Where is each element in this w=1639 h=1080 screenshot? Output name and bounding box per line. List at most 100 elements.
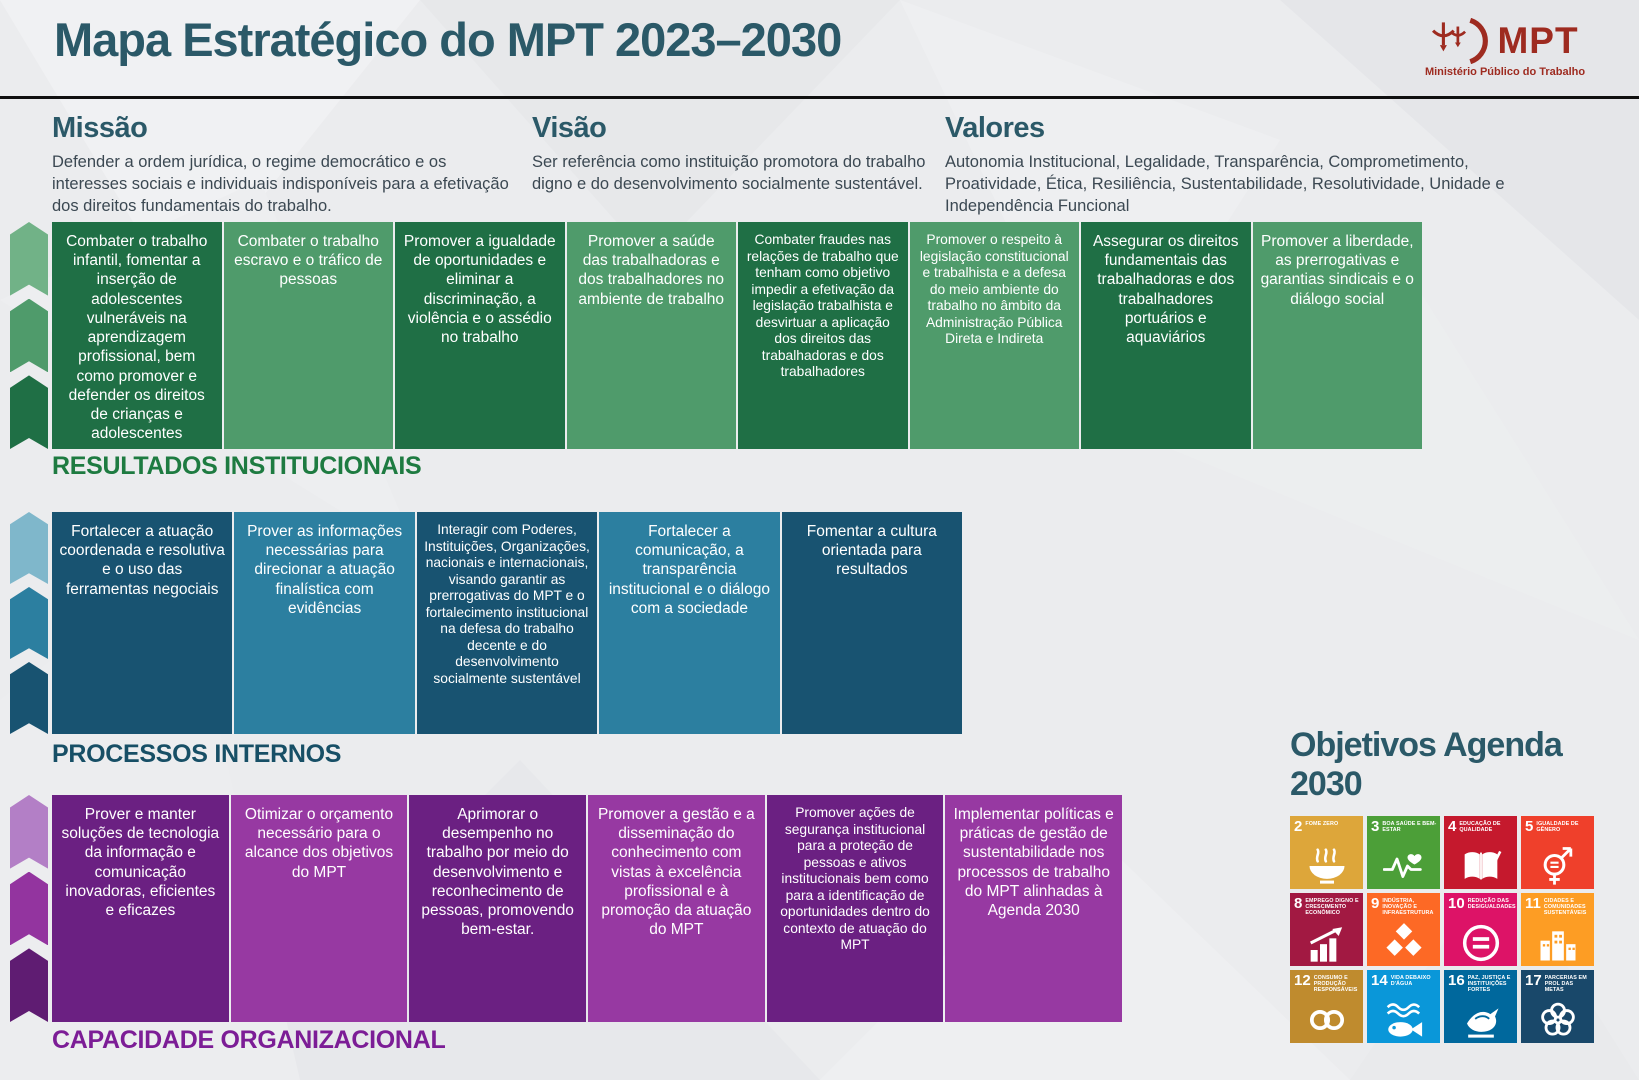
chevron-up-icon [10,587,48,659]
agenda-2030-title: Objetivos Agenda 2030 [1290,726,1563,803]
chevron-column [10,222,48,450]
objective-text: Otimizar o orçamento necessário para o a… [244,806,394,881]
wheel-icon [1521,999,1594,1041]
objective-text: Promover a gestão e a disseminação do co… [597,806,755,939]
bowl-icon [1290,845,1363,887]
sdg-label: CONSUMO E PRODUÇÃO RESPONSÁVEIS [1313,974,1358,993]
objective-box: Interagir com Poderes, Instituições, Org… [416,512,598,734]
sdg-label: FOME ZERO [1305,820,1339,827]
objective-text: Implementar políticas e práticas de gest… [953,806,1114,920]
sdg-tile: 4 EDUCAÇÃO DE QUALIDADE [1444,816,1517,889]
vision-heading: Visão [532,112,607,144]
vision-text: Ser referência como instituição promotor… [532,153,926,193]
sdg-tile: 11 CIDADES E COMUNIDADES SUSTENTÁVEIS [1521,893,1594,966]
objective-text: Promover a liberdade, as prerrogativas e… [1260,233,1414,308]
band-organizational-capacity: Prover e manter soluções de tecnologia d… [10,795,1123,1023]
fish-icon [1367,999,1440,1041]
chevron-up-icon [10,948,48,1023]
objective-text: Fortalecer a atuação coordenada e resolu… [59,523,225,598]
sdg-number: 2 [1294,818,1303,835]
mission-text: Defender a ordem jurídica, o regime demo… [52,153,509,215]
sdg-number: 12 [1294,972,1311,989]
objective-text: Prover as informações necessárias para d… [247,523,403,617]
sdg-tile: 10 REDUÇÃO DAS DESIGUALDADES [1444,893,1517,966]
sdg-number: 5 [1525,818,1534,835]
chevron-up-icon [10,298,48,373]
objective-text: Fomentar a cultura orientada para result… [806,523,937,579]
objective-box: Promover ações de segurança instituciona… [766,795,944,1022]
chevron-up-icon [10,662,48,734]
header-divider [0,96,1639,99]
city-icon [1521,922,1594,964]
values-text: Autonomia Institucional, Legalidade, Tra… [945,153,1505,215]
growth-chart-icon [1290,922,1363,964]
infinity-icon [1290,999,1363,1041]
sdg-label: EMPREGO DIGNO E CRESCIMENTO ECONÔMICO [1305,897,1359,916]
sdg-number: 10 [1448,895,1465,912]
objective-box: Promover a igualdade de oportunidades e … [395,222,565,449]
sdg-number: 14 [1371,972,1388,989]
gender-icon [1521,845,1594,887]
chevron-up-icon [10,871,48,946]
objective-text: Promover a saúde das trabalhadoras e dos… [578,233,725,308]
sdg-label: PARCERIAS EM PROL DAS METAS [1544,974,1587,993]
mission-heading: Missão [52,112,148,144]
objective-boxes: Combater o trabalho infantil, fomentar a… [52,222,1422,449]
sdg-tile: 5 IGUALDADE DE GÊNERO [1521,816,1594,889]
values-statement: Valores Autonomia Institucional, Legalid… [945,112,1505,217]
sdg-tile: 12 CONSUMO E PRODUÇÃO RESPONSÁVEIS [1290,970,1363,1043]
sdg-label: CIDADES E COMUNIDADES SUSTENTÁVEIS [1543,897,1587,916]
sdg-label: VIDA DEBAIXO D'ÁGUA [1390,974,1431,987]
page-title: Mapa Estratégico do MPT 2023–2030 [54,13,842,66]
chevron-up-icon [10,795,48,869]
logo-subtitle: Ministério Público do Trabalho [1424,66,1586,78]
sdg-tile: 16 PAZ, JUSTIÇA E INSTITUIÇÕES FORTES [1444,970,1517,1043]
agenda-2030-block: Objetivos Agenda 2030 2 FOME ZERO 3 BOA SAÚ… [1290,726,1602,1043]
chevron-column [10,795,48,1023]
objective-box: Fomentar a cultura orientada para result… [781,512,963,734]
objective-text: Promover a igualdade de oportunidades e … [403,233,556,347]
sdg-number: 17 [1525,972,1542,989]
objective-box: Promover a gestão e a disseminação do co… [588,795,765,1022]
sdg-tile: 17 PARCERIAS EM PROL DAS METAS [1521,970,1594,1043]
objective-box: Aprimorar o desempenho no trabalho por m… [409,795,587,1022]
objective-text: Combater o trabalho infantil, fomentar a… [66,233,208,443]
objective-box: Prover as informações necessárias para d… [234,512,415,734]
mpt-logo: MPT Ministério Público do Trabalho [1405,18,1605,78]
objective-box: Combater o trabalho infantil, fomentar a… [52,222,222,449]
objective-text: Interagir com Poderes, Instituições, Org… [424,522,590,686]
cubes-icon [1367,922,1440,964]
objective-text: Combater o trabalho escravo e o tráfico … [234,233,383,289]
objective-box: Prover e manter soluções de tecnologia d… [52,795,229,1022]
mission-statement: Missão Defender a ordem jurídica, o regi… [52,112,510,217]
sdg-grid: 2 FOME ZERO 3 BOA SAÚDE E BEM-ESTAR 4 EDUCAÇÃ… [1290,816,1602,1043]
sdg-tile: 9 INDÚSTRIA, INOVAÇÃO E INFRAESTRUTURA [1367,893,1440,966]
chevron-column [10,512,48,734]
sdg-number: 8 [1294,895,1303,912]
sdg-label: BOA SAÚDE E BEM-ESTAR [1382,820,1437,833]
sdg-label: PAZ, JUSTIÇA E INSTITUIÇÕES FORTES [1467,974,1511,993]
sdg-number: 11 [1525,895,1541,912]
sdg-number: 3 [1371,818,1380,835]
mpt-crest-icon [1432,18,1489,64]
objective-text: Prover e manter soluções de tecnologia d… [61,806,220,920]
label-organizational-capacity: CAPACIDADE ORGANIZACIONAL [52,1026,446,1054]
band-internal-processes: Fortalecer a atuação coordenada e resolu… [10,512,963,734]
vision-statement: Visão Ser referência como instituição pr… [532,112,932,196]
objective-box: Promover o respeito à legislação constit… [909,222,1079,449]
band-institutional-results: Combater o trabalho infantil, fomentar a… [10,222,1422,450]
objective-text: Fortalecer a comunicação, a transparênci… [608,523,770,617]
chevron-up-icon [10,222,48,296]
sdg-tile: 2 FOME ZERO [1290,816,1363,889]
objective-boxes: Fortalecer a atuação coordenada e resolu… [52,512,963,734]
label-institutional-results: RESULTADOS INSTITUCIONAIS [52,452,422,480]
chevron-up-icon [10,512,48,584]
objective-text: Promover ações de segurança instituciona… [780,805,930,953]
sdg-label: INDÚSTRIA, INOVAÇÃO E INFRAESTRUTURA [1382,897,1434,916]
equality-icon [1444,922,1517,964]
objective-text: Combater fraudes nas relações de trabalh… [746,232,899,380]
dove-icon [1444,999,1517,1041]
objective-box: Promover a liberdade, as prerrogativas e… [1252,222,1422,449]
values-heading: Valores [945,112,1045,144]
